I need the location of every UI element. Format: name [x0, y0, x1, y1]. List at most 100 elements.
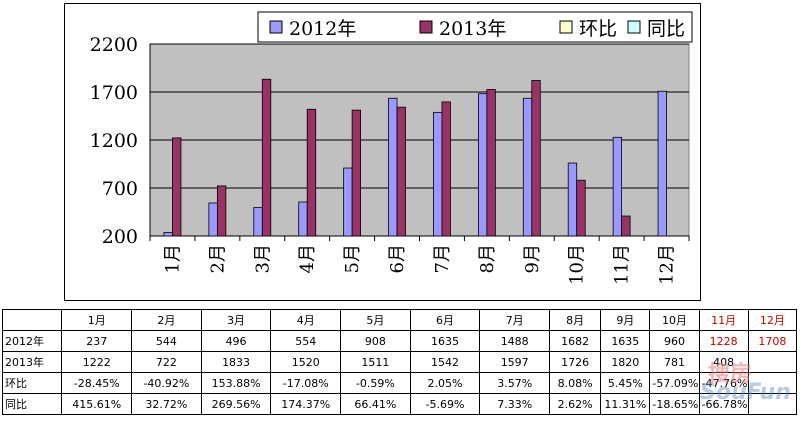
table-cell: 1542 [409, 351, 481, 373]
table-cell [747, 393, 798, 415]
x-tick-label: 1月 [162, 244, 183, 273]
table-cell: 1635 [600, 330, 651, 352]
table-cell: 2.05% [409, 372, 481, 394]
table-cell: 554 [270, 330, 342, 352]
table-header-cell: 11月 [698, 309, 749, 331]
table-cell: 1520 [270, 351, 342, 373]
bar-series1 [388, 97, 398, 237]
table-header-cell: 7月 [479, 309, 551, 331]
y-tick-label: 700 [102, 178, 138, 200]
table-header-cell: 8月 [549, 309, 602, 331]
table-cell: 415.61% [61, 393, 133, 415]
table-cell: 5.45% [600, 372, 651, 394]
table-cell: -40.92% [131, 372, 202, 394]
x-tick-label: 12月 [657, 244, 678, 285]
table-cell: 496 [200, 330, 272, 352]
x-tick-label: 11月 [612, 244, 633, 285]
table-header-cell: 4月 [270, 309, 342, 331]
x-tick-label: 5月 [342, 244, 363, 273]
y-tick-label: 200 [102, 226, 138, 248]
table-cell: 1635 [409, 330, 481, 352]
bar-series1 [208, 202, 218, 237]
table-cell: 544 [131, 330, 202, 352]
table-cell: 8.08% [549, 372, 602, 394]
table-cell: 7.33% [479, 393, 551, 415]
bar-series2 [216, 185, 227, 237]
table-header-cell: 3月 [200, 309, 272, 331]
chart-frame: 2200 1700 1200 700 200 1月 2月 3月 4月 5月 6月 7月 8月 9月 10月 1… [64, 3, 701, 301]
table-cell: 66.41% [340, 393, 411, 415]
table-cell: -28.45% [61, 372, 133, 394]
bar-series1 [477, 93, 488, 237]
bar-series2 [172, 137, 182, 237]
legend-box [257, 11, 693, 43]
table-cell: 11.31% [600, 393, 651, 415]
legend-swatch [627, 20, 641, 34]
table-cell: 153.88% [200, 372, 272, 394]
table-cell: -47.76% [698, 372, 749, 394]
x-tick-label: 3月 [252, 244, 273, 273]
legend-swatch [559, 20, 573, 34]
bar-series1 [433, 111, 443, 237]
table-cell: 722 [131, 351, 202, 373]
table-header-cell: 5月 [340, 309, 411, 331]
table-header-cell: 6月 [409, 309, 481, 331]
table-cell: 1820 [600, 351, 651, 373]
legend-label: 环比 [579, 18, 617, 40]
row-label: 环比 [1, 372, 63, 394]
table-cell: 960 [649, 330, 700, 352]
table-row: 2012年 237 544 496 554 908 1635 1488 1682 1635 960 1… [1, 330, 798, 352]
row-label: 同比 [1, 393, 63, 415]
table-cell: -18.65% [649, 393, 700, 415]
bar-chart: 2200 1700 1200 700 200 1月 2月 3月 4月 5月 6月 7月 8月 9月 10月 1… [90, 11, 693, 285]
bar-series1 [612, 136, 623, 237]
table-cell: 1726 [549, 351, 602, 373]
bar-series2 [396, 106, 406, 237]
y-tick-label: 1200 [90, 130, 138, 152]
bar-series2 [486, 89, 496, 237]
table-header-cell: 1月 [61, 309, 133, 331]
table-cell: 237 [61, 330, 133, 352]
legend-swatch [419, 20, 433, 34]
table-header-cell: 10月 [649, 309, 700, 331]
table-header-cell [1, 309, 63, 331]
legend-label: 同比 [647, 18, 685, 40]
bar-series1 [522, 97, 533, 237]
table-cell: -5.69% [409, 393, 481, 415]
table-cell: 1597 [479, 351, 551, 373]
table-cell: 174.37% [270, 393, 342, 415]
table-cell [747, 351, 798, 373]
y-tick-label: 2200 [90, 34, 138, 56]
table-cell [747, 372, 798, 394]
table-cell: -17.08% [270, 372, 342, 394]
table-header-row: 1月 2月 3月 4月 5月 6月 7月 8月 9月 10月 11月 12月 [1, 309, 798, 331]
table-cell: -57.09% [649, 372, 700, 394]
row-label: 2013年 [1, 351, 63, 373]
table-cell: 32.72% [131, 393, 202, 415]
y-tick-label: 1700 [90, 82, 138, 104]
bar-series1 [163, 232, 173, 237]
x-tick-label: 6月 [387, 244, 408, 273]
x-tick-label: 9月 [522, 244, 543, 273]
table-cell: 1228 [698, 330, 749, 352]
bar-series2 [531, 80, 541, 237]
bar-series1 [657, 90, 667, 237]
bar-series2 [261, 78, 272, 237]
x-tick-label: 10月 [567, 244, 588, 285]
table-cell: 1511 [340, 351, 411, 373]
bar-series2 [441, 101, 451, 237]
table-cell: 3.57% [479, 372, 551, 394]
legend-swatch [269, 20, 283, 34]
table-cell: 269.56% [200, 393, 272, 415]
table-cell: 781 [649, 351, 700, 373]
table-cell: 1708 [747, 330, 798, 352]
bar-series2 [621, 215, 631, 237]
table-cell: -0.59% [340, 372, 411, 394]
legend-label: 2013年 [439, 18, 506, 40]
x-tick-label: 8月 [477, 244, 498, 273]
bar-series1 [567, 162, 578, 237]
bar-series2 [576, 179, 586, 237]
table-row: 2013年 1222 722 1833 1520 1511 1542 1597 1726 1820… [1, 351, 798, 373]
table-cell: -66.78% [698, 393, 749, 415]
x-tick-label: 7月 [432, 244, 453, 273]
